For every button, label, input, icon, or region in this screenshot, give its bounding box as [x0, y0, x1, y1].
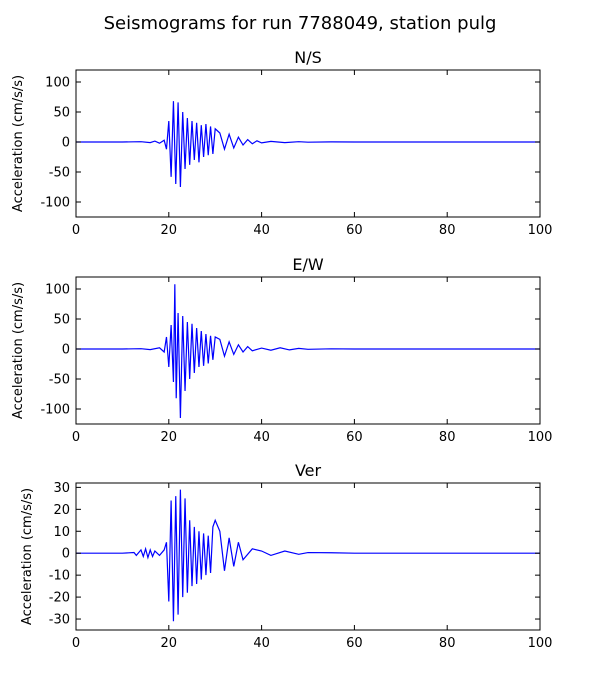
chart-panels: 0 20 40 60 80 100-100-50050100N/SAcceleration… — [11, 48, 552, 651]
y-axis-label: Acceleration (cm/s/s) — [20, 488, 35, 625]
y-tick-label: -50 — [49, 166, 70, 181]
series-line-3-1 — [76, 489, 540, 622]
series-line-1-1 — [76, 101, 540, 188]
chart-title: N/S — [294, 48, 322, 67]
x-tick-label: 20 — [161, 430, 178, 445]
x-tick-label: 80 — [439, 223, 456, 238]
y-tick-label: -20 — [49, 591, 70, 606]
y-tick-label: 10 — [53, 525, 70, 540]
x-tick-label: 0 — [72, 223, 80, 238]
y-axis-label: Acceleration (cm/s/s) — [11, 282, 26, 419]
axes-frame — [75, 69, 541, 218]
chart-panel-3: 0 20 40 60 80 100 -30 -20 -10 0 10 20 30 Ver Accelerat… — [20, 461, 552, 651]
y-tick-label: 50 — [53, 313, 70, 328]
chart-title: Ver — [295, 461, 322, 480]
x-tick-label: 0 — [72, 636, 80, 651]
chart-title: E/W — [292, 255, 324, 274]
axes-frame — [75, 482, 541, 631]
y-tick-label: 30 — [53, 481, 70, 496]
x-tick-label: 40 — [253, 430, 270, 445]
figure-suptitle: Seismograms for run 7788049, station pul… — [104, 13, 497, 34]
y-tick-label: -30 — [49, 613, 70, 628]
y-tick-label: 0 — [62, 343, 70, 358]
x-tick-label: 80 — [439, 636, 456, 651]
axes-frame — [75, 276, 541, 425]
y-tick-label: -50 — [49, 373, 70, 388]
x-tick-label: 60 — [346, 223, 363, 238]
x-tick-label: 20 — [161, 636, 178, 651]
x-tick-label: 100 — [528, 636, 553, 651]
x-tick-label: 20 — [161, 223, 178, 238]
y-tick-label: 0 — [62, 136, 70, 151]
x-tick-label: 60 — [346, 636, 363, 651]
chart-panel-1: 0 20 40 60 80 100 -100 -50 0 50 100 N/S Acceleration… — [11, 48, 552, 238]
y-tick-label: 100 — [45, 283, 70, 298]
x-tick-label: 40 — [253, 223, 270, 238]
chart-panel-2: 0 20 40 60 80 100 -100 -50 0 50 100 E/W Acceleration… — [11, 255, 552, 445]
y-tick-label: 50 — [53, 106, 70, 121]
x-tick-label: 100 — [528, 223, 553, 238]
y-tick-label: -100 — [40, 196, 70, 211]
y-axis-label: Acceleration (cm/s/s) — [11, 75, 26, 212]
y-tick-label: 100 — [45, 76, 70, 91]
series-line-2-1 — [76, 284, 540, 419]
x-tick-label: 0 — [72, 430, 80, 445]
x-tick-label: 60 — [346, 430, 363, 445]
y-tick-label: 20 — [53, 503, 70, 518]
y-tick-label: -100 — [40, 403, 70, 418]
y-tick-label: 0 — [62, 547, 70, 562]
x-tick-label: 100 — [528, 430, 553, 445]
x-tick-label: 80 — [439, 430, 456, 445]
x-tick-label: 40 — [253, 636, 270, 651]
y-tick-label: -10 — [49, 569, 70, 584]
